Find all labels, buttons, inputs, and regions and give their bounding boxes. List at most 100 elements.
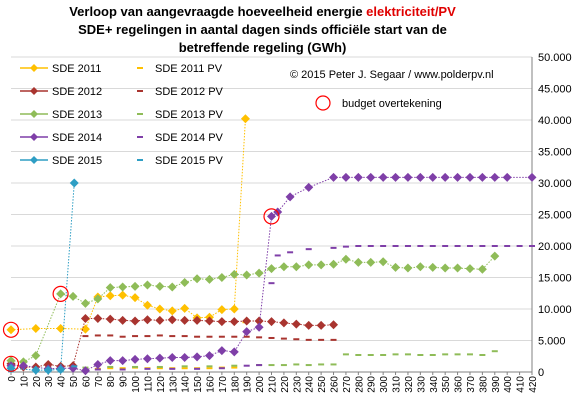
data-point (329, 259, 339, 269)
x-tick-label: 10 (19, 376, 30, 388)
data-point (118, 290, 128, 300)
data-point (341, 172, 351, 182)
budget-legend-label: budget overtekening (342, 98, 442, 110)
chart-title: Verloop van aangevraagde hoeveelheid ene… (0, 3, 525, 57)
data-point (105, 283, 115, 293)
data-point (180, 278, 190, 288)
data-point (316, 320, 326, 330)
x-tick-label: 220 (280, 376, 291, 393)
copyright-text: © 2015 Peter J. Segaar / www.polderpv.nl (290, 69, 494, 81)
data-point (285, 192, 295, 202)
legend-item-sde-2012-pv: SDE 2012 PV (137, 86, 224, 98)
legend-label: SDE 2011 PV (155, 63, 223, 75)
x-tick-label: 210 (268, 376, 279, 393)
data-point (167, 353, 177, 363)
data-point (254, 268, 264, 278)
data-point (217, 305, 227, 315)
data-point (6, 356, 16, 366)
data-point (105, 356, 115, 366)
axes: 0 5.000 10.000 15.000 20.000 25.000 30.000 35.0… (7, 52, 572, 393)
x-tick-label: 0 (7, 376, 18, 382)
data-point (217, 346, 227, 356)
x-tick-label: 130 (168, 376, 179, 393)
data-point (353, 172, 363, 182)
x-tick-label: 20 (32, 376, 43, 388)
gridlines (11, 56, 532, 341)
data-point (378, 172, 388, 182)
data-point (56, 289, 66, 299)
x-tick-label: 320 (404, 376, 415, 393)
x-tick-label: 370 (466, 376, 477, 393)
x-tick-label: 280 (354, 376, 365, 393)
data-point (391, 172, 401, 182)
data-point (204, 274, 214, 284)
data-point (180, 353, 190, 363)
x-tick-label: 400 (503, 376, 514, 393)
data-point (291, 319, 301, 329)
data-point (142, 300, 152, 310)
data-point (242, 270, 252, 280)
series-line (10, 118, 246, 331)
series-sde-2011 (6, 114, 250, 335)
data-point (428, 262, 438, 272)
data-point (93, 313, 103, 323)
x-tick-label: 380 (478, 376, 489, 393)
data-point (80, 298, 90, 308)
x-tick-label: 160 (205, 376, 216, 393)
data-point (329, 320, 339, 330)
data-point (118, 315, 128, 325)
legend-item-sde-2012: SDE 2012 (20, 86, 102, 98)
series-sde-2014 (6, 172, 537, 376)
data-point (30, 133, 38, 141)
data-point (142, 315, 152, 325)
title-line-3: betreffende regeling (GWh) (178, 40, 347, 55)
data-point (527, 172, 537, 182)
legend-item-sde-2015: SDE 2015 (20, 155, 102, 167)
y-tick-label: 10.000 (538, 304, 572, 316)
data-point (31, 351, 41, 361)
data-point (465, 264, 475, 274)
data-point (6, 325, 16, 335)
data-point (180, 315, 190, 325)
data-point (229, 347, 239, 357)
data-point (366, 257, 376, 267)
y-tick-label: 25.000 (538, 210, 572, 222)
data-point (304, 182, 314, 192)
data-point (415, 262, 425, 272)
legend-item-sde-2013-pv: SDE 2013 PV (137, 109, 224, 121)
data-point (240, 114, 250, 124)
title-line-2: SDE+ regelingen in aantal dagen sinds of… (78, 22, 447, 37)
data-point (93, 359, 103, 369)
x-tick-label: 40 (57, 376, 68, 388)
data-point (130, 316, 140, 326)
data-point (279, 262, 289, 272)
data-point (465, 172, 475, 182)
x-tick-label: 150 (193, 376, 204, 393)
data-point (192, 274, 202, 284)
legend-label: SDE 2013 PV (155, 109, 224, 121)
legend-item-sde-2014-pv: SDE 2014 PV (137, 132, 224, 144)
data-point (279, 318, 289, 328)
x-tick-label: 340 (429, 376, 440, 393)
data-point (242, 327, 252, 337)
series-sde-2012 (6, 313, 339, 372)
data-point (254, 322, 264, 332)
data-point (267, 317, 276, 327)
data-point (453, 263, 463, 273)
data-point (155, 353, 165, 363)
data-point (155, 315, 165, 325)
data-point (304, 260, 314, 270)
legend-label: SDE 2014 (52, 132, 102, 144)
x-tick-label: 240 (305, 376, 316, 393)
x-tick-label: 120 (156, 376, 167, 393)
budget-circle (52, 285, 69, 302)
x-tick-label: 300 (379, 376, 390, 393)
data-point (130, 281, 140, 291)
x-tick-label: 80 (106, 376, 117, 388)
data-point (229, 304, 239, 314)
y-tick-label: 20.000 (538, 241, 572, 253)
legend-label: SDE 2014 PV (155, 132, 224, 144)
data-point (43, 365, 53, 375)
data-point (142, 354, 152, 364)
data-point (30, 87, 38, 95)
